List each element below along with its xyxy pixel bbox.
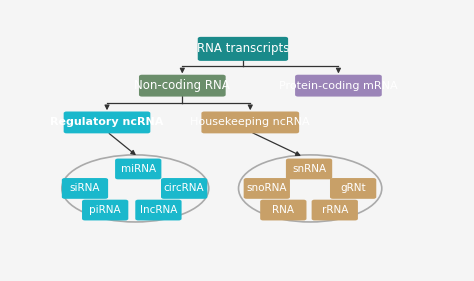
FancyBboxPatch shape — [295, 75, 382, 97]
Text: gRNt: gRNt — [340, 183, 366, 193]
FancyBboxPatch shape — [64, 112, 150, 133]
FancyBboxPatch shape — [286, 158, 332, 179]
FancyBboxPatch shape — [198, 37, 288, 61]
FancyBboxPatch shape — [139, 75, 226, 97]
FancyBboxPatch shape — [330, 178, 376, 199]
FancyBboxPatch shape — [244, 178, 290, 199]
Text: RNA: RNA — [273, 205, 294, 215]
FancyBboxPatch shape — [62, 178, 108, 199]
FancyBboxPatch shape — [115, 158, 161, 179]
Text: RNA transcripts: RNA transcripts — [197, 42, 289, 55]
Text: snoRNA: snoRNA — [246, 183, 287, 193]
FancyBboxPatch shape — [311, 200, 358, 221]
Text: siRNA: siRNA — [70, 183, 100, 193]
FancyBboxPatch shape — [161, 178, 207, 199]
Text: snRNA: snRNA — [292, 164, 326, 174]
FancyBboxPatch shape — [201, 112, 299, 133]
Text: Protein-coding mRNA: Protein-coding mRNA — [279, 81, 398, 91]
Text: rRNA: rRNA — [321, 205, 348, 215]
Text: Housekeeping ncRNA: Housekeeping ncRNA — [191, 117, 310, 127]
Text: lncRNA: lncRNA — [140, 205, 177, 215]
FancyBboxPatch shape — [135, 200, 182, 221]
Text: miRNA: miRNA — [121, 164, 156, 174]
FancyBboxPatch shape — [82, 200, 128, 221]
Text: piRNA: piRNA — [90, 205, 121, 215]
FancyBboxPatch shape — [260, 200, 307, 221]
Text: Regulatory ncRNA: Regulatory ncRNA — [50, 117, 164, 127]
Text: circRNA: circRNA — [164, 183, 204, 193]
Text: Non-coding RNA: Non-coding RNA — [135, 79, 230, 92]
